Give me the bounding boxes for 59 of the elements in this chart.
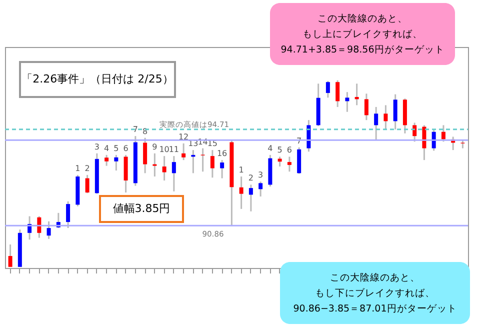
candlestick: [441, 124, 446, 142]
candlestick: [143, 137, 148, 174]
text: 7: [132, 125, 138, 134]
candlestick: [248, 184, 253, 212]
candlestick: [162, 155, 166, 182]
candlestick: [182, 142, 186, 161]
candlestick: [152, 152, 157, 178]
candlestick: [364, 92, 368, 121]
candlestick: [114, 154, 118, 172]
text: 1: [238, 165, 244, 174]
text: 16: [216, 149, 228, 158]
candlestick: [432, 129, 436, 152]
text: 2: [84, 164, 90, 173]
candlestick: [287, 156, 292, 172]
candlestick: [278, 156, 282, 168]
text: 10: [159, 145, 170, 154]
text: 11: [168, 145, 180, 154]
candlestick: [220, 159, 224, 180]
text: この大陰線のあと、: [318, 12, 408, 24]
text: 2: [248, 174, 254, 183]
text: 90.86−3.85＝87.01円がターゲット: [293, 304, 457, 314]
text: 1: [75, 164, 80, 173]
candlestick: [239, 176, 244, 210]
text: この大陰線のあと、: [330, 272, 420, 284]
candlestick: [422, 124, 426, 161]
text: 6: [123, 144, 128, 153]
candlestick: [412, 122, 417, 142]
text: 12: [178, 132, 189, 142]
text: 5: [114, 144, 119, 153]
candlestick: [66, 200, 70, 229]
annotation: 「2.26事件」（日付は 2/25）: [22, 72, 174, 86]
text: 3: [94, 142, 100, 152]
text: 4: [104, 144, 110, 153]
candlestick: [384, 104, 388, 130]
text: 3: [258, 170, 264, 180]
candlestick: [124, 154, 128, 194]
candlestick: [104, 154, 109, 167]
text: 5: [277, 146, 282, 155]
candlestick: [85, 174, 90, 194]
candlestick: [200, 148, 205, 172]
candlestick: [297, 146, 302, 175]
candlestick: [393, 94, 398, 130]
candlestick: [46, 220, 51, 240]
annotation: 値幅3.85円: [112, 202, 170, 215]
text: 6: [286, 146, 292, 155]
text: 4: [268, 144, 273, 153]
candlestick: [8, 244, 12, 268]
candlestick: [210, 149, 214, 178]
annotation: 94.71+3.85＝98.56円がターゲット: [280, 44, 444, 56]
candlestick: [326, 80, 330, 98]
text: 9: [152, 142, 158, 152]
candlestick: [374, 106, 378, 141]
candlestick: [345, 91, 350, 113]
candlestick: [172, 155, 176, 192]
candlestick: [336, 80, 340, 108]
text: もし下にブレイクすれば、: [315, 287, 435, 299]
candlestick: [37, 216, 42, 239]
text: もし上にブレイクすれば、: [302, 28, 422, 40]
candlestick: [258, 180, 263, 198]
